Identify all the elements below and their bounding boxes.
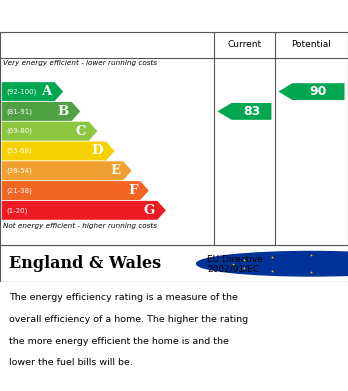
Text: The energy efficiency rating is a measure of the: The energy efficiency rating is a measur… — [9, 293, 238, 302]
Text: 83: 83 — [243, 105, 260, 118]
Text: A: A — [42, 85, 52, 98]
Polygon shape — [2, 122, 97, 141]
Text: Potential: Potential — [292, 40, 331, 49]
Polygon shape — [2, 181, 149, 200]
Circle shape — [197, 251, 348, 276]
Text: (39-54): (39-54) — [6, 167, 32, 174]
Text: England & Wales: England & Wales — [9, 255, 161, 272]
Text: G: G — [143, 204, 155, 217]
Text: Very energy efficient - lower running costs: Very energy efficient - lower running co… — [3, 60, 158, 66]
Text: (69-80): (69-80) — [6, 128, 32, 135]
Text: (92-100): (92-100) — [6, 88, 36, 95]
Polygon shape — [278, 83, 345, 100]
Text: the more energy efficient the home is and the: the more energy efficient the home is an… — [9, 337, 229, 346]
Text: B: B — [58, 105, 69, 118]
Text: EU Directive: EU Directive — [207, 255, 263, 264]
Text: (81-91): (81-91) — [6, 108, 32, 115]
Text: Energy Efficiency Rating: Energy Efficiency Rating — [9, 9, 211, 24]
Polygon shape — [2, 82, 63, 101]
Text: Not energy efficient - higher running costs: Not energy efficient - higher running co… — [3, 223, 158, 229]
Text: (1-20): (1-20) — [6, 207, 27, 213]
Text: lower the fuel bills will be.: lower the fuel bills will be. — [9, 359, 133, 368]
Polygon shape — [2, 102, 80, 121]
Text: D: D — [92, 144, 103, 158]
Text: 2002/91/EC: 2002/91/EC — [207, 265, 259, 274]
Polygon shape — [218, 103, 271, 120]
Polygon shape — [2, 201, 166, 220]
Text: (55-68): (55-68) — [6, 148, 32, 154]
Text: (21-38): (21-38) — [6, 187, 32, 194]
Polygon shape — [2, 142, 114, 160]
Text: E: E — [110, 164, 120, 177]
Text: 90: 90 — [310, 85, 327, 98]
Text: F: F — [128, 184, 137, 197]
Polygon shape — [2, 161, 132, 180]
Text: Current: Current — [227, 40, 262, 49]
Text: C: C — [76, 125, 86, 138]
Text: overall efficiency of a home. The higher the rating: overall efficiency of a home. The higher… — [9, 315, 248, 324]
